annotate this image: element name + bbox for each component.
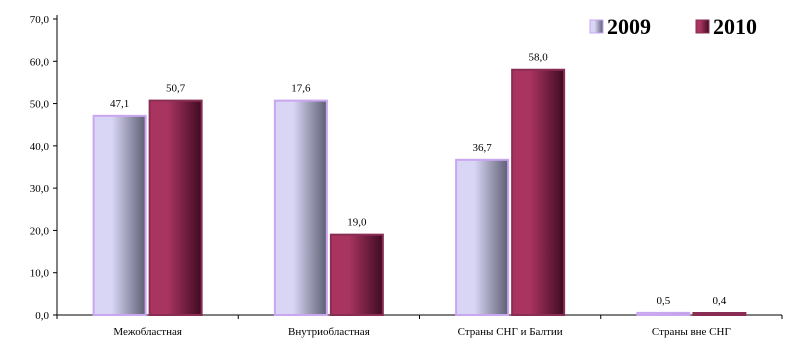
- y-tick-label: 10,0: [30, 268, 50, 280]
- axes: 0,0 10,0 20,0 30,0 40,0 50,0 60,0 70,0 Межобласт…: [30, 14, 783, 338]
- bars: [92, 68, 747, 317]
- x-category-label: Межобластная: [113, 326, 182, 338]
- data-label-2009: 36,7: [473, 142, 493, 154]
- bar-2010: [329, 233, 384, 317]
- y-tick-label: 60,0: [30, 56, 50, 68]
- data-label-2009: 0,5: [657, 295, 671, 307]
- data-label-2010: 50,7: [166, 83, 186, 95]
- x-category-label: Страны СНГ и Балтии: [458, 326, 563, 338]
- data-label-2010: 0,4: [713, 295, 727, 307]
- legend-label-2010: 2010: [713, 14, 757, 39]
- data-label-2010: 19,0: [347, 217, 367, 229]
- y-tick-label: 40,0: [30, 141, 50, 153]
- legend-swatch-2010: [695, 19, 710, 34]
- bar-2010: [511, 68, 566, 316]
- bar-2009: [636, 311, 691, 316]
- x-category-label: Страны вне СНГ: [652, 326, 731, 338]
- bar-2010: [692, 312, 747, 316]
- legend-label-2009: 2009: [607, 14, 651, 39]
- bar-2009: [273, 99, 328, 316]
- bar-2010: [148, 99, 203, 316]
- y-tick-label: 70,0: [30, 14, 50, 26]
- bar-2009: [455, 158, 510, 316]
- bar-2009: [92, 114, 147, 316]
- legend: 2009 2010: [589, 14, 757, 39]
- data-label-2010: 58,0: [529, 52, 549, 64]
- data-label-2009: 17,6: [291, 83, 311, 95]
- x-category-label: Внутриобластная: [288, 326, 370, 338]
- data-labels: 47,1 50,7 17,6 19,0 36,7 58,0 0,5 0,4: [110, 52, 727, 307]
- y-tick-label: 30,0: [30, 183, 50, 195]
- legend-swatch-2009: [589, 19, 604, 34]
- y-tick-label: 0,0: [35, 310, 49, 322]
- y-tick-label: 50,0: [30, 99, 50, 111]
- y-tick-label: 20,0: [30, 225, 50, 237]
- data-label-2009: 47,1: [110, 98, 129, 110]
